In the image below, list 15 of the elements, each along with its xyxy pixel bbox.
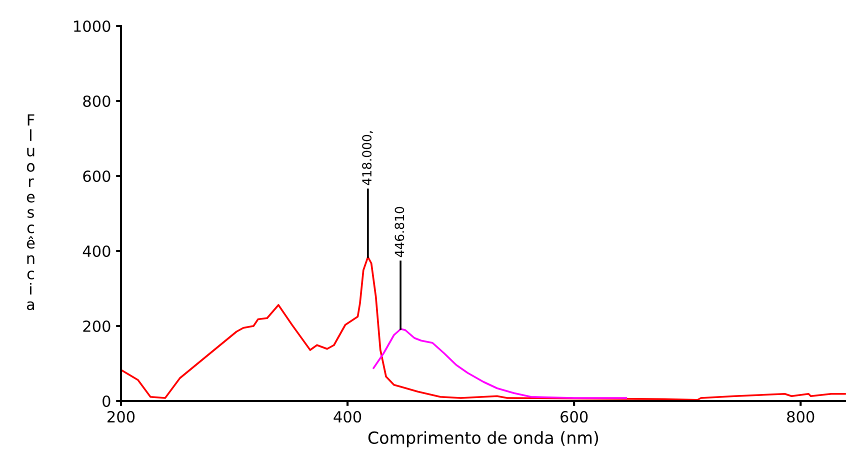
y-tick-label: 600: [83, 170, 110, 182]
x-tick-label: 600: [560, 410, 588, 423]
x-tick-label: 400: [334, 410, 362, 423]
text: Fluorescência: [26, 114, 35, 310]
y-tick-label: 800: [83, 95, 110, 108]
x-tick-label: 800: [787, 410, 814, 423]
line-series: [372, 328, 628, 399]
annotation: 446.810: [394, 206, 404, 258]
y-tick-label: 200: [83, 320, 110, 332]
y-tick-label: 400: [82, 245, 110, 258]
x-tick-label: 200: [108, 410, 135, 423]
y-tick-label: 1000: [74, 20, 110, 32]
x-axis-title: Comprimento de onda (nm): [368, 431, 598, 448]
y-tick-label: 0: [102, 395, 110, 408]
annotation: 418.000,: [362, 131, 373, 186]
